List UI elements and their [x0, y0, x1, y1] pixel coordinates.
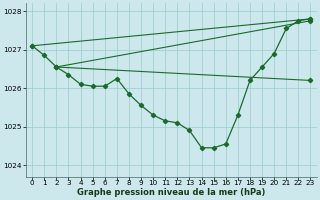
X-axis label: Graphe pression niveau de la mer (hPa): Graphe pression niveau de la mer (hPa) — [77, 188, 266, 197]
